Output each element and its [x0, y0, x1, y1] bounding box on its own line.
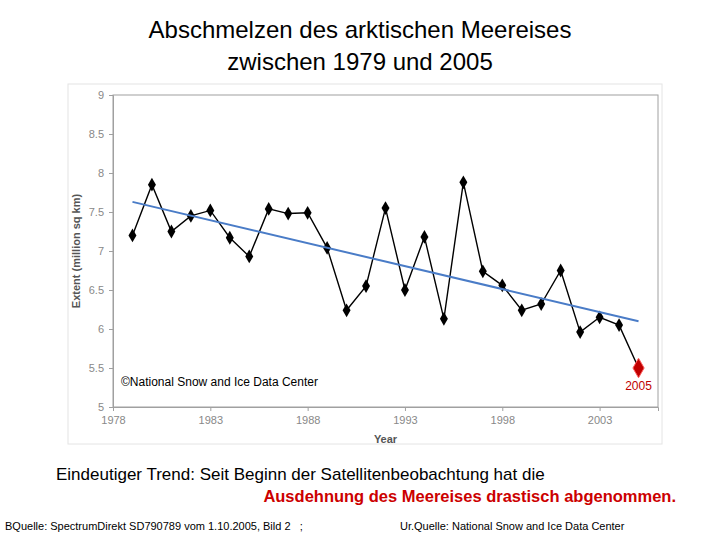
y-tick-mark [109, 134, 113, 135]
data-marker [420, 230, 428, 244]
y-axis-line [109, 96, 114, 408]
y-tick-label: 8 [98, 167, 104, 179]
x-tick-label: 1988 [296, 414, 320, 426]
x-axis-line [114, 408, 659, 412]
x-tick: 2003 [588, 407, 612, 426]
y-tick: 6.5 [89, 284, 113, 296]
x-tick: 1993 [393, 407, 417, 426]
x-tick-label: 1998 [491, 414, 515, 426]
x-axis-title: Year [374, 433, 398, 445]
data-marker [401, 283, 409, 297]
highlight-marker [633, 358, 644, 378]
x-tick-mark [502, 407, 503, 411]
data-marker [148, 178, 156, 192]
caption-emphasis: Ausdehnung des Meereises drastisch abgen… [263, 487, 676, 505]
y-tick: 8.5 [89, 128, 113, 140]
x-tick-mark [113, 407, 114, 411]
y-tick-mark [109, 329, 113, 330]
data-marker [382, 201, 390, 215]
y-tick-mark [109, 368, 113, 369]
source: BQuelle: SpectrumDirekt SD790789 vom 1.1… [5, 520, 303, 532]
annotation: ©National Snow and Ice Data Center [121, 375, 318, 389]
x-tick: 1998 [491, 407, 515, 426]
y-tick-label: 9 [98, 89, 104, 101]
y-tick-label: 6 [98, 323, 104, 335]
plot-frame [113, 95, 658, 407]
x-axis: 1978 1983 1988 1993 1998 2003 [101, 407, 658, 426]
y-tick: 5 [98, 401, 113, 413]
x-tick-label: 2003 [588, 414, 612, 426]
data-marker [576, 325, 584, 339]
data-marker [128, 228, 136, 242]
y-tick-label: 7.5 [89, 206, 104, 218]
source: Ur.Quelle: National Snow and Ice Data Ce… [400, 520, 625, 532]
data-marker [245, 250, 253, 264]
y-tick-label: 6.5 [89, 284, 104, 296]
y-tick-label: 5 [98, 401, 104, 413]
y-axis-title: Extent (million sq km) [70, 194, 82, 309]
page: Abschmelzen des arktischen Meereises zwis… [0, 0, 720, 540]
y-tick-mark [109, 95, 113, 96]
data-line [132, 182, 638, 368]
annotation: 2005 [625, 379, 652, 393]
y-tick-mark [109, 251, 113, 252]
data-marker [518, 303, 526, 317]
y-tick-mark [109, 407, 113, 408]
y-tick: 9 [98, 89, 113, 101]
data-marker [206, 204, 214, 218]
trend-line [132, 202, 638, 321]
data-marker [615, 318, 623, 332]
y-tick: 7.5 [89, 206, 113, 218]
x-tick: 1983 [199, 407, 223, 426]
x-tick: 1978 [101, 407, 125, 426]
data-marker [226, 231, 234, 245]
y-tick-mark [109, 173, 113, 174]
x-tick-mark [600, 407, 601, 411]
plot-area [128, 175, 644, 377]
data-marker [284, 207, 292, 221]
data-marker [343, 303, 351, 317]
y-tick-label: 5.5 [89, 362, 104, 374]
chart-title: Abschmelzen des arktischen Meereises [149, 16, 572, 43]
chart-frame [68, 84, 662, 444]
caption: Eindeutiger Trend: Seit Beginn der Satel… [56, 465, 545, 484]
data-marker [557, 264, 565, 278]
y-tick: 5.5 [89, 362, 113, 374]
data-marker [265, 202, 273, 216]
y-tick-label: 7 [98, 245, 104, 257]
y-tick: 8 [98, 167, 113, 179]
y-axis: 5 5.5 6 6.5 7 7.5 8 8.5 9 [89, 89, 114, 413]
data-marker [459, 175, 467, 189]
data-marker [304, 206, 312, 220]
x-tick-label: 1978 [101, 414, 125, 426]
x-tick-label: 1983 [199, 414, 223, 426]
y-tick-mark [109, 212, 113, 213]
y-tick: 6 [98, 323, 113, 335]
data-marker [167, 225, 175, 239]
data-marker [479, 264, 487, 278]
x-tick-label: 1993 [393, 414, 417, 426]
y-tick-label: 8.5 [89, 128, 104, 140]
x-tick-mark [308, 407, 309, 411]
x-tick-mark [210, 407, 211, 411]
data-marker [362, 279, 370, 293]
y-tick: 7 [98, 245, 113, 257]
chart-title: zwischen 1979 und 2005 [227, 48, 493, 75]
data-marker [440, 312, 448, 326]
x-tick: 1988 [296, 407, 320, 426]
x-tick-mark [405, 407, 406, 411]
y-tick-mark [109, 290, 113, 291]
